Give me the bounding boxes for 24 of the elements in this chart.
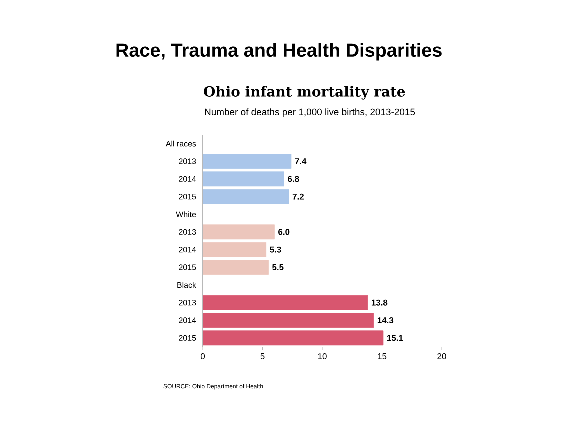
data-label: 7.2 (292, 194, 304, 200)
bar (203, 172, 284, 187)
x-tick-label: 20 (438, 354, 446, 360)
x-tick-label: 0 (200, 354, 206, 360)
bar (203, 242, 267, 258)
text: Number of deaths per 1,000 live births, 2013-2015 (205, 108, 416, 118)
chart-title: Race, Trauma and Health Disparities (116, 43, 442, 61)
bar (203, 189, 290, 204)
bar (203, 224, 275, 240)
data-label: 7.4 (295, 158, 307, 164)
bar (203, 154, 292, 169)
data-label: 6.8 (288, 176, 300, 182)
x-tick-label: 5 (260, 354, 265, 360)
data-label: 14.3 (378, 318, 394, 324)
x-tick-label: 10 (318, 354, 327, 360)
data-label: 15.1 (388, 335, 404, 342)
data-label: 5.3 (270, 246, 282, 253)
data-label: 6.0 (278, 229, 290, 236)
bar (203, 260, 269, 275)
bar (203, 330, 384, 346)
data-label: 13.8 (372, 300, 388, 306)
chart-subtitle: Ohio infant mortality rate (204, 86, 406, 100)
x-tick-label: 15 (378, 354, 387, 360)
data-label: 5.5 (272, 264, 284, 270)
